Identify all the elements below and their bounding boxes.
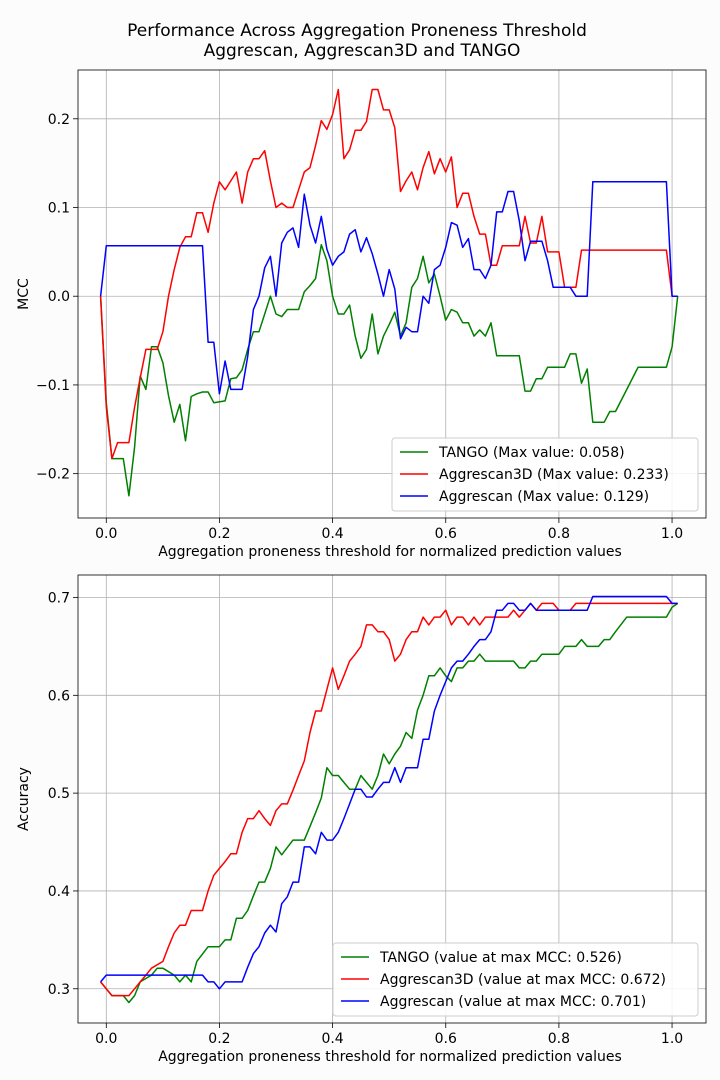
x-axis-label: Aggregation proneness threshold for norm… [158, 544, 622, 560]
y-tick-label: 0.3 [48, 982, 70, 998]
x-tick-label: 0.8 [548, 526, 570, 542]
y-tick-label: 0.1 [48, 201, 70, 217]
y-tick-label: −0.2 [36, 467, 70, 483]
figure-title-line2: Aggrescan, Aggrescan3D and TANGO [204, 41, 521, 61]
y-tick-label: −0.1 [36, 378, 70, 394]
legend-box [332, 942, 699, 1017]
axes-frame [77, 69, 707, 519]
y-axis-label: Accuracy [16, 767, 32, 831]
y-tick-label: 0.0 [48, 289, 70, 305]
series-line-2 [100, 595, 678, 990]
x-tick-label: 0.2 [208, 526, 230, 542]
series-line-1 [99, 88, 678, 460]
x-tick-label: 0.0 [95, 1031, 117, 1047]
x-tick-label: 0.8 [548, 1031, 570, 1047]
axes-frame [77, 574, 707, 1024]
figure-title-line1: Performance Across Aggregation Proneness… [127, 21, 587, 41]
series-line-2 [99, 181, 678, 395]
mcc-chart: 0.0 0.2 0.4 0.6 0.8 1.0 −0.2 −0.1 0.0 0.1 0.2 Aggre… [16, 69, 707, 560]
y-tick-label: 0.7 [48, 590, 70, 606]
legend-label-0: TANGO (value at max MCC: 0.526) [379, 950, 622, 966]
y-axis-label: MCC [16, 278, 32, 310]
x-tick-label: 0.4 [321, 526, 343, 542]
legend-label-2: Aggrescan (value at max MCC: 0.701) [380, 994, 646, 1010]
x-tick-label: 1.0 [661, 1031, 683, 1047]
series-line-0 [99, 244, 679, 497]
series-line-1 [100, 602, 678, 997]
legend-label-2: Aggrescan (Max value: 0.129) [439, 489, 649, 505]
y-tick-label: 0.4 [48, 884, 70, 900]
x-tick-label: 0.6 [435, 526, 457, 542]
legend-label-1: Aggrescan3D (value at max MCC: 0.672) [380, 972, 666, 988]
legend-label-0: TANGO (Max value: 0.058) [438, 445, 625, 461]
y-tick-label: 0.6 [48, 688, 70, 704]
x-tick-label: 0.2 [208, 1031, 230, 1047]
x-tick-label: 0.6 [435, 1031, 457, 1047]
y-tick-label: 0.5 [48, 786, 70, 802]
legend-label-1: Aggrescan3D (Max value: 0.233) [439, 467, 669, 483]
x-tick-label: 0.0 [95, 526, 117, 542]
x-tick-label: 1.0 [661, 526, 683, 542]
legend-box [391, 437, 699, 512]
accuracy-chart: 0.0 0.2 0.4 0.6 0.8 1.0 0.3 0.4 0.5 0.6 0.7 Aggrega… [16, 574, 707, 1065]
x-tick-label: 0.4 [321, 1031, 343, 1047]
x-axis-label: Aggregation proneness threshold for norm… [158, 1049, 622, 1065]
y-tick-label: 0.2 [48, 112, 70, 128]
